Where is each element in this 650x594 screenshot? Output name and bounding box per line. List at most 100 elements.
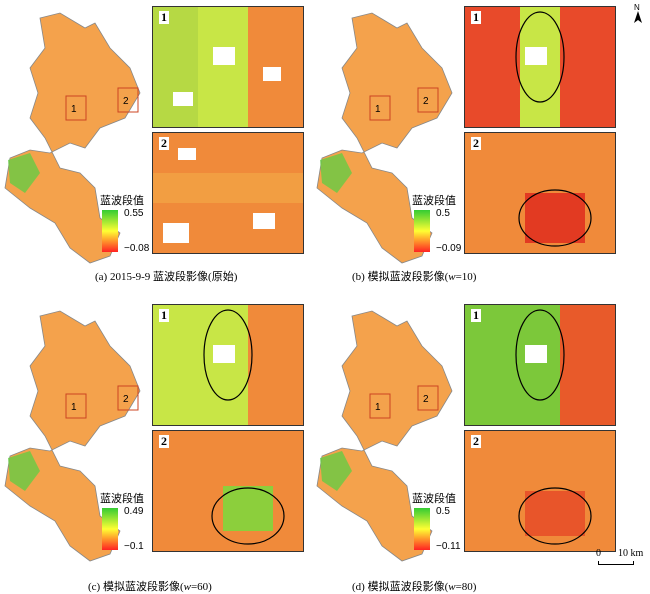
zone-2-box-label: 2 <box>423 96 429 107</box>
highlight-ellipse <box>515 11 565 103</box>
legend-min: −0.09 <box>436 243 462 254</box>
inset-zone-2: 2 <box>464 132 616 254</box>
legend: 蓝波段值 0.49 −0.1 <box>100 490 160 560</box>
caption-text: (c) 模拟蓝波段影像( <box>88 581 184 593</box>
overview-map: 1 2 <box>316 310 453 562</box>
legend-max: 0.49 <box>124 506 144 517</box>
zone-2-box-label: 2 <box>123 394 129 405</box>
caption-text: (b) 模拟蓝波段影像( <box>352 271 449 283</box>
highlight-ellipse <box>515 309 565 401</box>
panel-d: 1 2 1 2 蓝波段值 0.5 −0.11 (d) 模拟蓝波段影像(w=80) <box>312 298 632 593</box>
green-patch <box>8 451 40 491</box>
overview-map: 1 2 <box>316 12 453 264</box>
inset-zone-2: 2 <box>152 430 304 552</box>
legend: 蓝波段值 0.5 −0.11 <box>412 490 472 560</box>
zone-2-box-label: 2 <box>423 394 429 405</box>
inset-label: 1 <box>159 308 169 322</box>
inset-zone-2-image <box>465 431 615 551</box>
zone-1-box-label: 1 <box>71 104 77 115</box>
green-patch <box>320 153 352 193</box>
study-area-boundary <box>4 310 141 562</box>
zone-2-box <box>417 385 439 411</box>
zone-1-box-label: 1 <box>71 402 77 413</box>
inset-zone-1: 1 <box>464 304 616 426</box>
green-patch <box>8 153 40 193</box>
zone-2-box <box>117 385 139 411</box>
inset-label: 2 <box>159 434 169 448</box>
legend-title: 蓝波段值 <box>100 493 144 505</box>
caption: (c) 模拟蓝波段影像(w=60) <box>88 578 212 594</box>
zone-1-box <box>369 95 391 121</box>
inset-label: 1 <box>471 10 481 24</box>
overview-map: 1 2 <box>4 12 141 264</box>
legend-max: 0.5 <box>436 506 450 517</box>
color-ramp <box>414 508 430 550</box>
highlight-ellipse <box>203 309 253 401</box>
inset-zone-1-image <box>153 7 303 127</box>
zone-1-box <box>369 393 391 419</box>
caption: (d) 模拟蓝波段影像(w=80) <box>352 578 476 594</box>
legend-min: −0.08 <box>124 243 150 254</box>
scale-line <box>598 561 634 565</box>
inset-label: 2 <box>471 136 481 150</box>
study-area-boundary <box>316 12 453 264</box>
zone-1-box <box>65 95 87 121</box>
color-ramp <box>414 210 430 252</box>
green-patch <box>320 451 352 491</box>
study-area-boundary <box>316 310 453 562</box>
legend-title: 蓝波段值 <box>412 493 456 505</box>
inset-zone-1-image <box>153 305 303 425</box>
inset-label: 1 <box>471 308 481 322</box>
caption-variable: w <box>448 581 456 593</box>
inset-label: 1 <box>159 10 169 24</box>
zone-1-box-label: 1 <box>375 402 381 413</box>
overview-map: 1 2 <box>4 310 141 562</box>
zone-2-box <box>117 87 139 113</box>
zone-2-box-label: 2 <box>123 96 129 107</box>
legend: 蓝波段值 0.5 −0.09 <box>412 192 472 262</box>
legend-max: 0.5 <box>436 208 450 219</box>
caption-text: (a) 2015-9-9 蓝波段影像(原始) <box>95 271 238 283</box>
inset-zone-1: 1 <box>152 304 304 426</box>
north-arrow-icon: N <box>634 3 642 23</box>
inset-zone-1-image <box>465 7 615 127</box>
inset-zone-1: 1 <box>152 6 304 128</box>
panel-c: 1 2 1 2 蓝波段值 0.49 −0.1 (c) 模拟蓝波段影像(w=60) <box>0 298 320 593</box>
legend-title: 蓝波段值 <box>412 195 456 207</box>
inset-zone-2-image <box>153 431 303 551</box>
highlight-ellipse <box>518 189 592 247</box>
inset-label: 2 <box>471 434 481 448</box>
caption: (b) 模拟蓝波段影像(w=10) <box>352 268 476 284</box>
highlight-ellipse <box>211 487 285 545</box>
caption: (a) 2015-9-9 蓝波段影像(原始) <box>95 268 237 284</box>
scale-bar: 0 10 km <box>596 548 650 566</box>
legend: 蓝波段值 0.55 −0.08 <box>100 192 160 262</box>
inset-zone-2: 2 <box>152 132 304 254</box>
inset-zone-2-image <box>153 133 303 253</box>
inset-zone-1: 1 <box>464 6 616 128</box>
study-area-boundary <box>4 12 141 264</box>
inset-zone-2-image <box>465 133 615 253</box>
inset-zone-1-image <box>465 305 615 425</box>
caption-variable: w <box>448 271 456 283</box>
zone-1-box-label: 1 <box>375 104 381 115</box>
zone-1-box <box>65 393 87 419</box>
color-ramp <box>102 210 118 252</box>
legend-min: −0.1 <box>124 541 144 552</box>
caption-variable: w <box>183 581 191 593</box>
scale-distance: 10 km <box>618 548 644 559</box>
north-label: N <box>634 3 640 12</box>
legend-title: 蓝波段值 <box>100 195 144 207</box>
caption-text: (d) 模拟蓝波段影像( <box>352 581 449 593</box>
caption-value: =60) <box>190 581 212 593</box>
highlight-ellipse <box>518 487 592 545</box>
inset-label: 2 <box>159 136 169 150</box>
inset-zone-2: 2 <box>464 430 616 552</box>
caption-value: =80) <box>455 581 477 593</box>
caption-value: =10) <box>455 271 477 283</box>
scale-zero: 0 <box>596 548 601 559</box>
zone-2-box <box>417 87 439 113</box>
legend-min: −0.11 <box>436 541 461 552</box>
color-ramp <box>102 508 118 550</box>
panel-b: 1 2 1 2 蓝波段值 0.5 −0.09 (b) 模拟蓝波段影像(w=10) <box>312 0 632 290</box>
